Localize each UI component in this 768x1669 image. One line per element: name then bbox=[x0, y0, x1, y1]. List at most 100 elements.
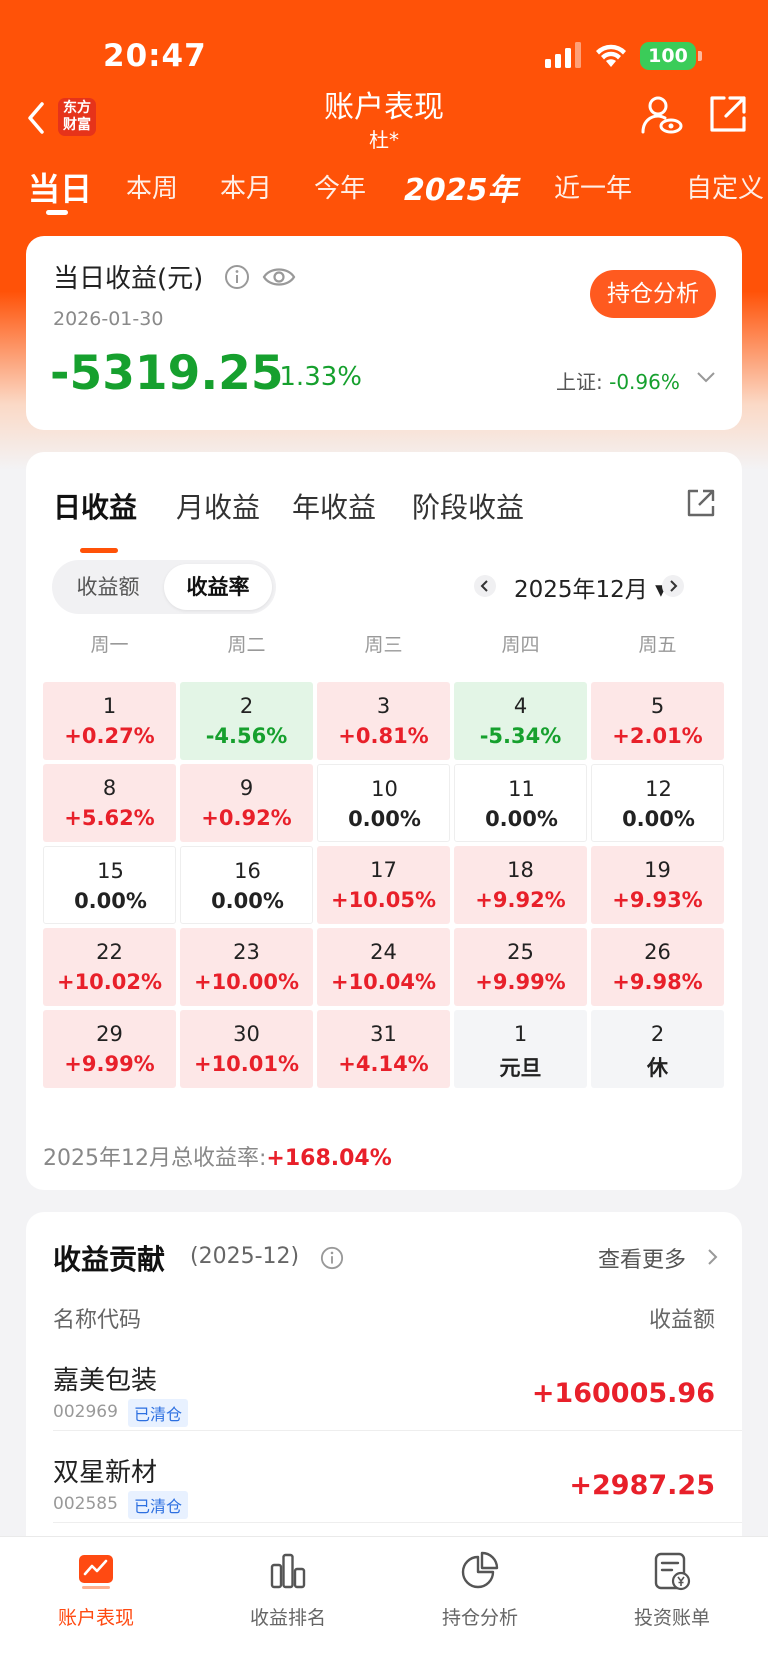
tab-stage[interactable]: 阶段收益 bbox=[412, 491, 525, 524]
day-value: +10.04% bbox=[330, 970, 437, 994]
month-total: 2025年12月总收益率:+168.04% bbox=[43, 1146, 392, 1171]
nav-profit-ranking[interactable]: 收益排名 bbox=[192, 1549, 384, 1630]
day-number: 23 bbox=[233, 940, 260, 964]
wifi-icon bbox=[596, 44, 626, 67]
see-more-link[interactable]: 查看更多 bbox=[598, 1248, 687, 1273]
calendar-day-cell[interactable]: 2 -4.56% bbox=[180, 682, 313, 760]
tab-daily[interactable]: 日收益 bbox=[53, 491, 138, 524]
battery-tip bbox=[698, 51, 702, 61]
share-icon[interactable] bbox=[686, 488, 716, 518]
stock-name: 双星新材 bbox=[53, 1458, 158, 1488]
current-month[interactable]: 2025年12月 ▾ bbox=[514, 577, 667, 603]
day-number: 2 bbox=[239, 694, 254, 718]
account-name: 杜* bbox=[369, 128, 399, 152]
calendar-day-cell[interactable]: 18 +9.92% bbox=[454, 846, 587, 924]
day-number: 10 bbox=[371, 777, 398, 801]
calendar-day-cell[interactable]: 23 +10.00% bbox=[180, 928, 313, 1006]
eye-icon[interactable] bbox=[262, 262, 296, 292]
calendar-day-cell[interactable]: 16 0.00% bbox=[180, 846, 313, 924]
calendar-day-cell[interactable]: 1 元旦 bbox=[454, 1010, 587, 1088]
calendar-day-cell[interactable]: 17 +10.05% bbox=[317, 846, 450, 924]
back-arrow-icon[interactable] bbox=[22, 98, 52, 138]
prev-month-button[interactable] bbox=[474, 575, 496, 597]
calendar-day-cell[interactable]: 4 -5.34% bbox=[454, 682, 587, 760]
toggle-rate[interactable]: 收益率 bbox=[164, 564, 272, 610]
weekday-label: 周五 bbox=[638, 634, 677, 656]
today-date: 2026-01-30 bbox=[53, 308, 164, 330]
tab-month[interactable]: 本月 bbox=[220, 174, 273, 204]
holding-analysis-button[interactable]: 持仓分析 bbox=[590, 270, 716, 318]
day-value: -4.56% bbox=[205, 724, 288, 748]
tab-this-year[interactable]: 今年 bbox=[314, 174, 367, 204]
tab-yearly[interactable]: 年收益 bbox=[292, 491, 377, 524]
day-number: 25 bbox=[507, 940, 534, 964]
calendar-day-cell[interactable]: 25 +9.99% bbox=[454, 928, 587, 1006]
nav-account-performance[interactable]: 账户表现 bbox=[0, 1549, 192, 1630]
day-number: 22 bbox=[96, 940, 123, 964]
nav-label: 收益排名 bbox=[249, 1607, 326, 1629]
day-number: 18 bbox=[507, 858, 534, 882]
day-value: +9.92% bbox=[475, 888, 566, 912]
tab-monthly[interactable]: 月收益 bbox=[176, 491, 261, 524]
calendar-day-cell[interactable]: 8 +5.62% bbox=[43, 764, 176, 842]
section-title: 收益贡献 bbox=[53, 1243, 166, 1276]
day-value: 0.00% bbox=[74, 889, 147, 913]
stock-code: 002585 bbox=[53, 1494, 118, 1514]
user-privacy-icon[interactable] bbox=[640, 94, 684, 138]
sh-index[interactable]: 上证: -0.96% bbox=[556, 370, 680, 394]
status-time: 20:47 bbox=[103, 38, 207, 74]
calendar-day-cell[interactable]: 22 +10.02% bbox=[43, 928, 176, 1006]
calendar-day-cell[interactable]: 1 +0.27% bbox=[43, 682, 176, 760]
list-item[interactable]: 嘉美包装 002969 已清仓 +160005.96 bbox=[26, 1350, 742, 1442]
tab-last-year[interactable]: 近一年 bbox=[554, 174, 633, 204]
calendar-day-cell[interactable]: 26 +9.98% bbox=[591, 928, 724, 1006]
stock-code: 002969 bbox=[53, 1402, 118, 1422]
stock-name: 嘉美包装 bbox=[53, 1366, 158, 1396]
calendar-day-cell[interactable]: 29 +9.99% bbox=[43, 1010, 176, 1088]
info-icon[interactable] bbox=[224, 264, 250, 290]
calendar-day-cell[interactable]: 10 0.00% bbox=[317, 764, 450, 842]
day-value: 0.00% bbox=[348, 807, 421, 831]
day-value: +5.62% bbox=[64, 806, 155, 830]
calendar-day-cell[interactable]: 30 +10.01% bbox=[180, 1010, 313, 1088]
tab-custom[interactable]: 自定义 bbox=[686, 174, 765, 204]
calendar-day-cell[interactable]: 11 0.00% bbox=[454, 764, 587, 842]
column-header-amount: 收益额 bbox=[648, 1308, 715, 1333]
day-number: 4 bbox=[513, 694, 528, 718]
weekday-label: 周三 bbox=[364, 634, 403, 656]
next-month-button[interactable] bbox=[662, 575, 684, 597]
info-icon[interactable] bbox=[320, 1246, 344, 1270]
share-icon[interactable] bbox=[708, 94, 748, 134]
list-item[interactable]: 双星新材 002585 已清仓 +2987.25 bbox=[26, 1442, 742, 1534]
tab-2025[interactable]: 2025年 bbox=[404, 173, 518, 208]
tab-today[interactable]: 当日 bbox=[28, 170, 93, 208]
chevron-right-icon[interactable] bbox=[706, 1247, 720, 1267]
day-value: +10.01% bbox=[193, 1052, 300, 1076]
day-value: 0.00% bbox=[211, 889, 284, 913]
toggle-amount[interactable]: 收益额 bbox=[76, 575, 140, 599]
calendar-day-cell[interactable]: 31 +4.14% bbox=[317, 1010, 450, 1088]
weekday-label: 周二 bbox=[227, 634, 266, 656]
day-number: 17 bbox=[370, 858, 397, 882]
tab-week[interactable]: 本周 bbox=[126, 174, 179, 204]
profit-amount: +160005.96 bbox=[531, 1378, 715, 1409]
calendar-day-cell[interactable]: 3 +0.81% bbox=[317, 682, 450, 760]
calendar-day-cell[interactable]: 12 0.00% bbox=[591, 764, 724, 842]
day-number: 16 bbox=[234, 859, 261, 883]
bar-chart-icon bbox=[270, 1553, 306, 1589]
calendar-day-cell[interactable]: 15 0.00% bbox=[43, 846, 176, 924]
calendar-day-cell[interactable]: 5 +2.01% bbox=[591, 682, 724, 760]
calendar-day-cell[interactable]: 24 +10.04% bbox=[317, 928, 450, 1006]
chevron-right-icon bbox=[670, 580, 678, 592]
nav-label: 投资账单 bbox=[633, 1607, 710, 1629]
chevron-down-icon[interactable] bbox=[696, 370, 716, 384]
trend-chart-icon bbox=[79, 1555, 113, 1589]
day-number: 15 bbox=[97, 859, 124, 883]
nav-holding-analysis[interactable]: 持仓分析 bbox=[384, 1549, 576, 1630]
nav-investment-bill[interactable]: 投资账单 bbox=[576, 1549, 768, 1630]
calendar-day-cell[interactable]: 9 +0.92% bbox=[180, 764, 313, 842]
period-tabs: 当日 本周 本月 今年 2025年 近一年 自定义 bbox=[0, 160, 768, 222]
day-number: 26 bbox=[644, 940, 671, 964]
calendar-day-cell[interactable]: 19 +9.93% bbox=[591, 846, 724, 924]
